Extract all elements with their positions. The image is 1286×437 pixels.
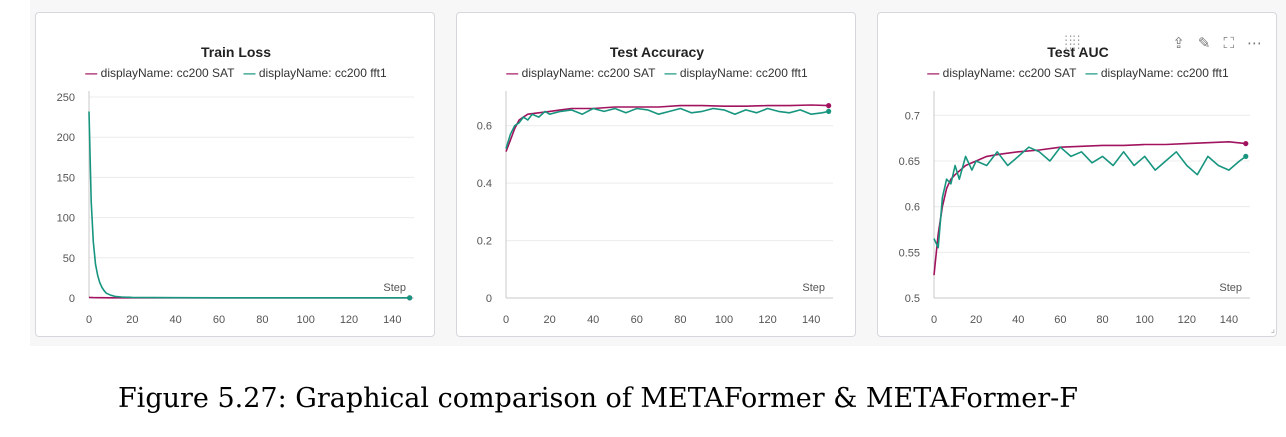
chart-train-loss: Train Loss— displayName: cc200 SAT — disp… bbox=[57, 44, 414, 326]
chart-title: Test Accuracy bbox=[610, 44, 704, 60]
series-line-2[interactable] bbox=[505, 107, 829, 149]
x-tick-label: 0 bbox=[503, 314, 509, 326]
legend-swatch-1: — bbox=[85, 66, 100, 80]
y-tick-label: 250 bbox=[57, 92, 75, 104]
legend-swatch-2: — bbox=[1085, 66, 1100, 80]
series-line-2[interactable] bbox=[933, 146, 1247, 249]
legend: — displayName: cc200 SAT — displayName: c… bbox=[506, 66, 808, 80]
x-tick-label: 120 bbox=[758, 314, 776, 326]
chart-test-auc: Test AUC— displayName: cc200 SAT — displa… bbox=[899, 44, 1250, 326]
legend-label-1: displayName: cc200 SAT bbox=[101, 66, 236, 80]
y-tick-label: 150 bbox=[57, 172, 75, 184]
series-end-point-2 bbox=[1243, 153, 1249, 159]
legend-swatch-2: — bbox=[664, 66, 679, 80]
series-line-1[interactable] bbox=[933, 141, 1246, 276]
x-tick-label: 100 bbox=[1135, 314, 1153, 326]
x-tick-label: 40 bbox=[587, 314, 599, 326]
chart-test-accuracy: Test Accuracy— displayName: cc200 SAT — d… bbox=[477, 44, 833, 326]
x-tick-label: 120 bbox=[340, 314, 358, 326]
x-tick-label: 140 bbox=[802, 314, 820, 326]
more-icon[interactable]: ⋯ bbox=[1247, 34, 1262, 52]
series-end-point-1 bbox=[826, 103, 832, 109]
x-axis-label: Step bbox=[383, 282, 406, 294]
x-axis-label: Step bbox=[802, 282, 825, 294]
y-tick-label: 50 bbox=[63, 253, 75, 265]
y-tick-label: 0.6 bbox=[477, 121, 492, 133]
x-tick-label: 80 bbox=[1096, 314, 1108, 326]
x-tick-label: 100 bbox=[715, 314, 733, 326]
y-tick-label: 0.6 bbox=[905, 202, 920, 214]
legend-label-2: displayName: cc200 fft1 bbox=[259, 66, 387, 80]
y-tick-label: 100 bbox=[57, 213, 75, 225]
x-tick-label: 140 bbox=[383, 314, 401, 326]
legend-text: — displayName: cc200 SAT — displayName: c… bbox=[85, 66, 387, 80]
series-end-point-2 bbox=[407, 295, 413, 301]
figure-caption: Figure 5.27: Graphical comparison of MET… bbox=[117, 383, 1079, 414]
legend: — displayName: cc200 SAT — displayName: c… bbox=[927, 66, 1229, 80]
legend-label-1: displayName: cc200 SAT bbox=[522, 66, 657, 80]
y-tick-label: 0 bbox=[69, 293, 75, 305]
x-tick-label: 20 bbox=[126, 314, 138, 326]
y-tick-label: 0.2 bbox=[477, 236, 492, 248]
x-tick-label: 60 bbox=[631, 314, 643, 326]
fullscreen-icon[interactable]: ⛶ bbox=[1223, 34, 1234, 52]
y-tick-label: 0.4 bbox=[477, 178, 492, 190]
legend-swatch-1: — bbox=[506, 66, 521, 80]
x-tick-label: 20 bbox=[543, 314, 555, 326]
series-line-1[interactable] bbox=[505, 104, 829, 152]
x-tick-label: 140 bbox=[1220, 314, 1238, 326]
x-tick-label: 120 bbox=[1178, 314, 1196, 326]
y-tick-label: 0.55 bbox=[899, 247, 920, 259]
x-tick-label: 0 bbox=[86, 314, 92, 326]
x-tick-label: 80 bbox=[674, 314, 686, 326]
series-end-point-1 bbox=[1243, 140, 1249, 147]
resize-handle-icon[interactable]: ⌟ bbox=[1270, 324, 1275, 334]
edit-icon[interactable]: ✎ bbox=[1197, 34, 1211, 52]
x-tick-label: 60 bbox=[213, 314, 225, 326]
y-tick-label: 0 bbox=[486, 293, 492, 305]
series-end-point-2 bbox=[826, 108, 832, 114]
train-loss-panel[interactable]: Train Loss — displayName: cc200 SAT — disp… bbox=[35, 12, 435, 337]
legend-swatch-1: — bbox=[927, 66, 942, 80]
share-icon[interactable]: ⇪ bbox=[1172, 34, 1185, 52]
legend-label-2: displayName: cc200 fft1 bbox=[680, 66, 808, 80]
y-tick-label: 0.65 bbox=[899, 156, 920, 168]
test-accuracy-panel[interactable]: Test Accuracy — displayName: cc200 SAT — d… bbox=[456, 12, 856, 337]
panel-toolbar: ⇪ ✎ ⛶ ⋯ bbox=[1172, 35, 1262, 51]
x-tick-label: 0 bbox=[931, 314, 937, 326]
chart-title: Test AUC bbox=[1047, 44, 1108, 60]
series-line-2[interactable] bbox=[88, 111, 410, 299]
x-tick-label: 40 bbox=[170, 314, 182, 326]
legend-swatch-2: — bbox=[243, 66, 258, 80]
legend-label-2: displayName: cc200 fft1 bbox=[1101, 66, 1229, 80]
legend: — displayName: cc200 SAT — displayName: c… bbox=[85, 66, 387, 80]
y-tick-label: 200 bbox=[57, 132, 75, 144]
legend-label-1: displayName: cc200 SAT bbox=[943, 66, 1078, 80]
x-axis-label: Step bbox=[1219, 282, 1242, 294]
test-auc-panel[interactable]: ∷∷ ∷∷ ⇪ ✎ ⛶ ⋯ ⌟ Test AUC — displayName: cc… bbox=[877, 12, 1277, 337]
x-tick-label: 60 bbox=[1054, 314, 1066, 326]
y-tick-label: 0.5 bbox=[905, 293, 920, 305]
x-tick-label: 100 bbox=[296, 314, 314, 326]
legend-text: — displayName: cc200 SAT — displayName: c… bbox=[927, 66, 1229, 80]
x-tick-label: 80 bbox=[256, 314, 268, 326]
chart-title: Train Loss bbox=[201, 44, 271, 60]
drag-grip-icon[interactable]: ∷∷ ∷∷ bbox=[1065, 33, 1081, 53]
x-tick-label: 40 bbox=[1012, 314, 1024, 326]
x-tick-label: 20 bbox=[970, 314, 982, 326]
y-tick-label: 0.7 bbox=[905, 110, 920, 122]
legend-text: — displayName: cc200 SAT — displayName: c… bbox=[506, 66, 808, 80]
